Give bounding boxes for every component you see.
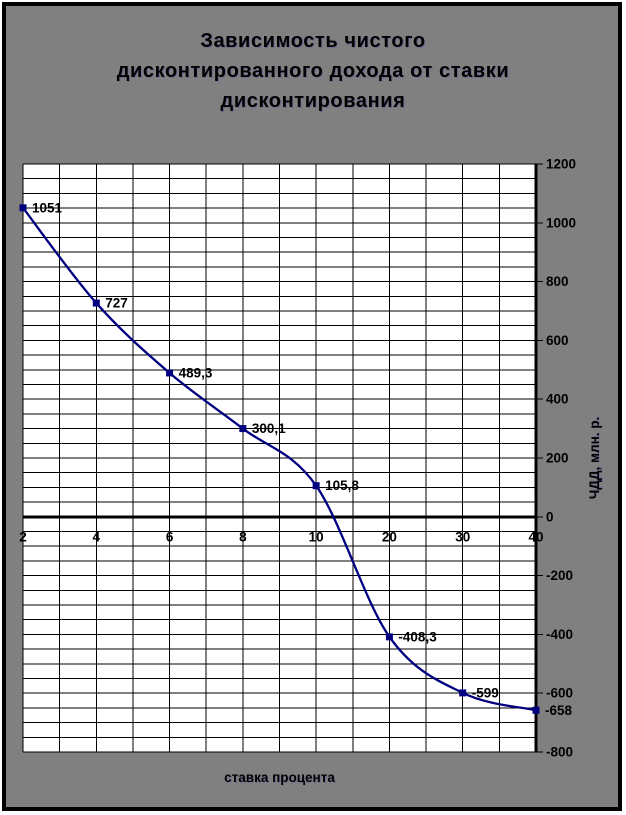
data-point-marker — [19, 204, 27, 212]
y-tick-label: 600 — [546, 333, 569, 348]
data-point-marker — [312, 482, 320, 490]
y-tick-label: -400 — [546, 627, 573, 642]
data-point-label: 1051 — [32, 200, 63, 215]
x-axis-title: ставка процента — [224, 770, 335, 785]
y-tick-label: 400 — [546, 392, 569, 407]
chart-title-line3: дисконтирования — [220, 90, 406, 112]
y-tick-label: -600 — [546, 686, 573, 701]
x-tick-label: 40 — [528, 529, 543, 544]
y-tick-label: 0 — [546, 509, 554, 524]
x-tick-label: 30 — [455, 529, 470, 544]
x-tick-label: 6 — [166, 529, 174, 544]
x-tick-label: 8 — [239, 529, 247, 544]
data-point-label: -599 — [472, 685, 499, 700]
data-point-label: 727 — [105, 296, 128, 311]
y-tick-label: 800 — [546, 274, 569, 289]
y-tick-label: -800 — [546, 745, 573, 760]
x-tick-label: 10 — [309, 529, 324, 544]
y-tick-label: -200 — [546, 568, 573, 583]
data-point-label: 300,1 — [252, 421, 286, 436]
y-tick-label: 200 — [546, 451, 569, 466]
data-point-label: -658 — [545, 703, 573, 718]
data-point-marker — [239, 425, 247, 433]
y-tick-label: 1000 — [546, 215, 576, 230]
data-point-marker — [459, 689, 467, 697]
y-tick-label: 1200 — [546, 157, 576, 172]
chart-title-line1: Зависимость чистого — [200, 30, 426, 52]
data-point-label: -408,3 — [398, 629, 437, 644]
x-tick-label: 2 — [19, 529, 27, 544]
data-point-marker — [92, 299, 100, 307]
data-point-label: 105,8 — [325, 478, 359, 493]
data-point-marker — [532, 706, 540, 714]
x-tick-label: 4 — [93, 529, 101, 544]
chart-title: Зависимость чистого дисконтированного до… — [0, 26, 626, 116]
chart-title-line2: дисконтированного дохода от ставки — [116, 60, 510, 82]
data-point-marker — [385, 633, 393, 641]
data-line — [22, 207, 537, 712]
data-point-label: 489,3 — [179, 365, 213, 380]
data-point-marker — [166, 369, 174, 377]
y-axis-title: ЧДД, млн. р. — [587, 416, 602, 500]
x-tick-label: 20 — [382, 529, 397, 544]
